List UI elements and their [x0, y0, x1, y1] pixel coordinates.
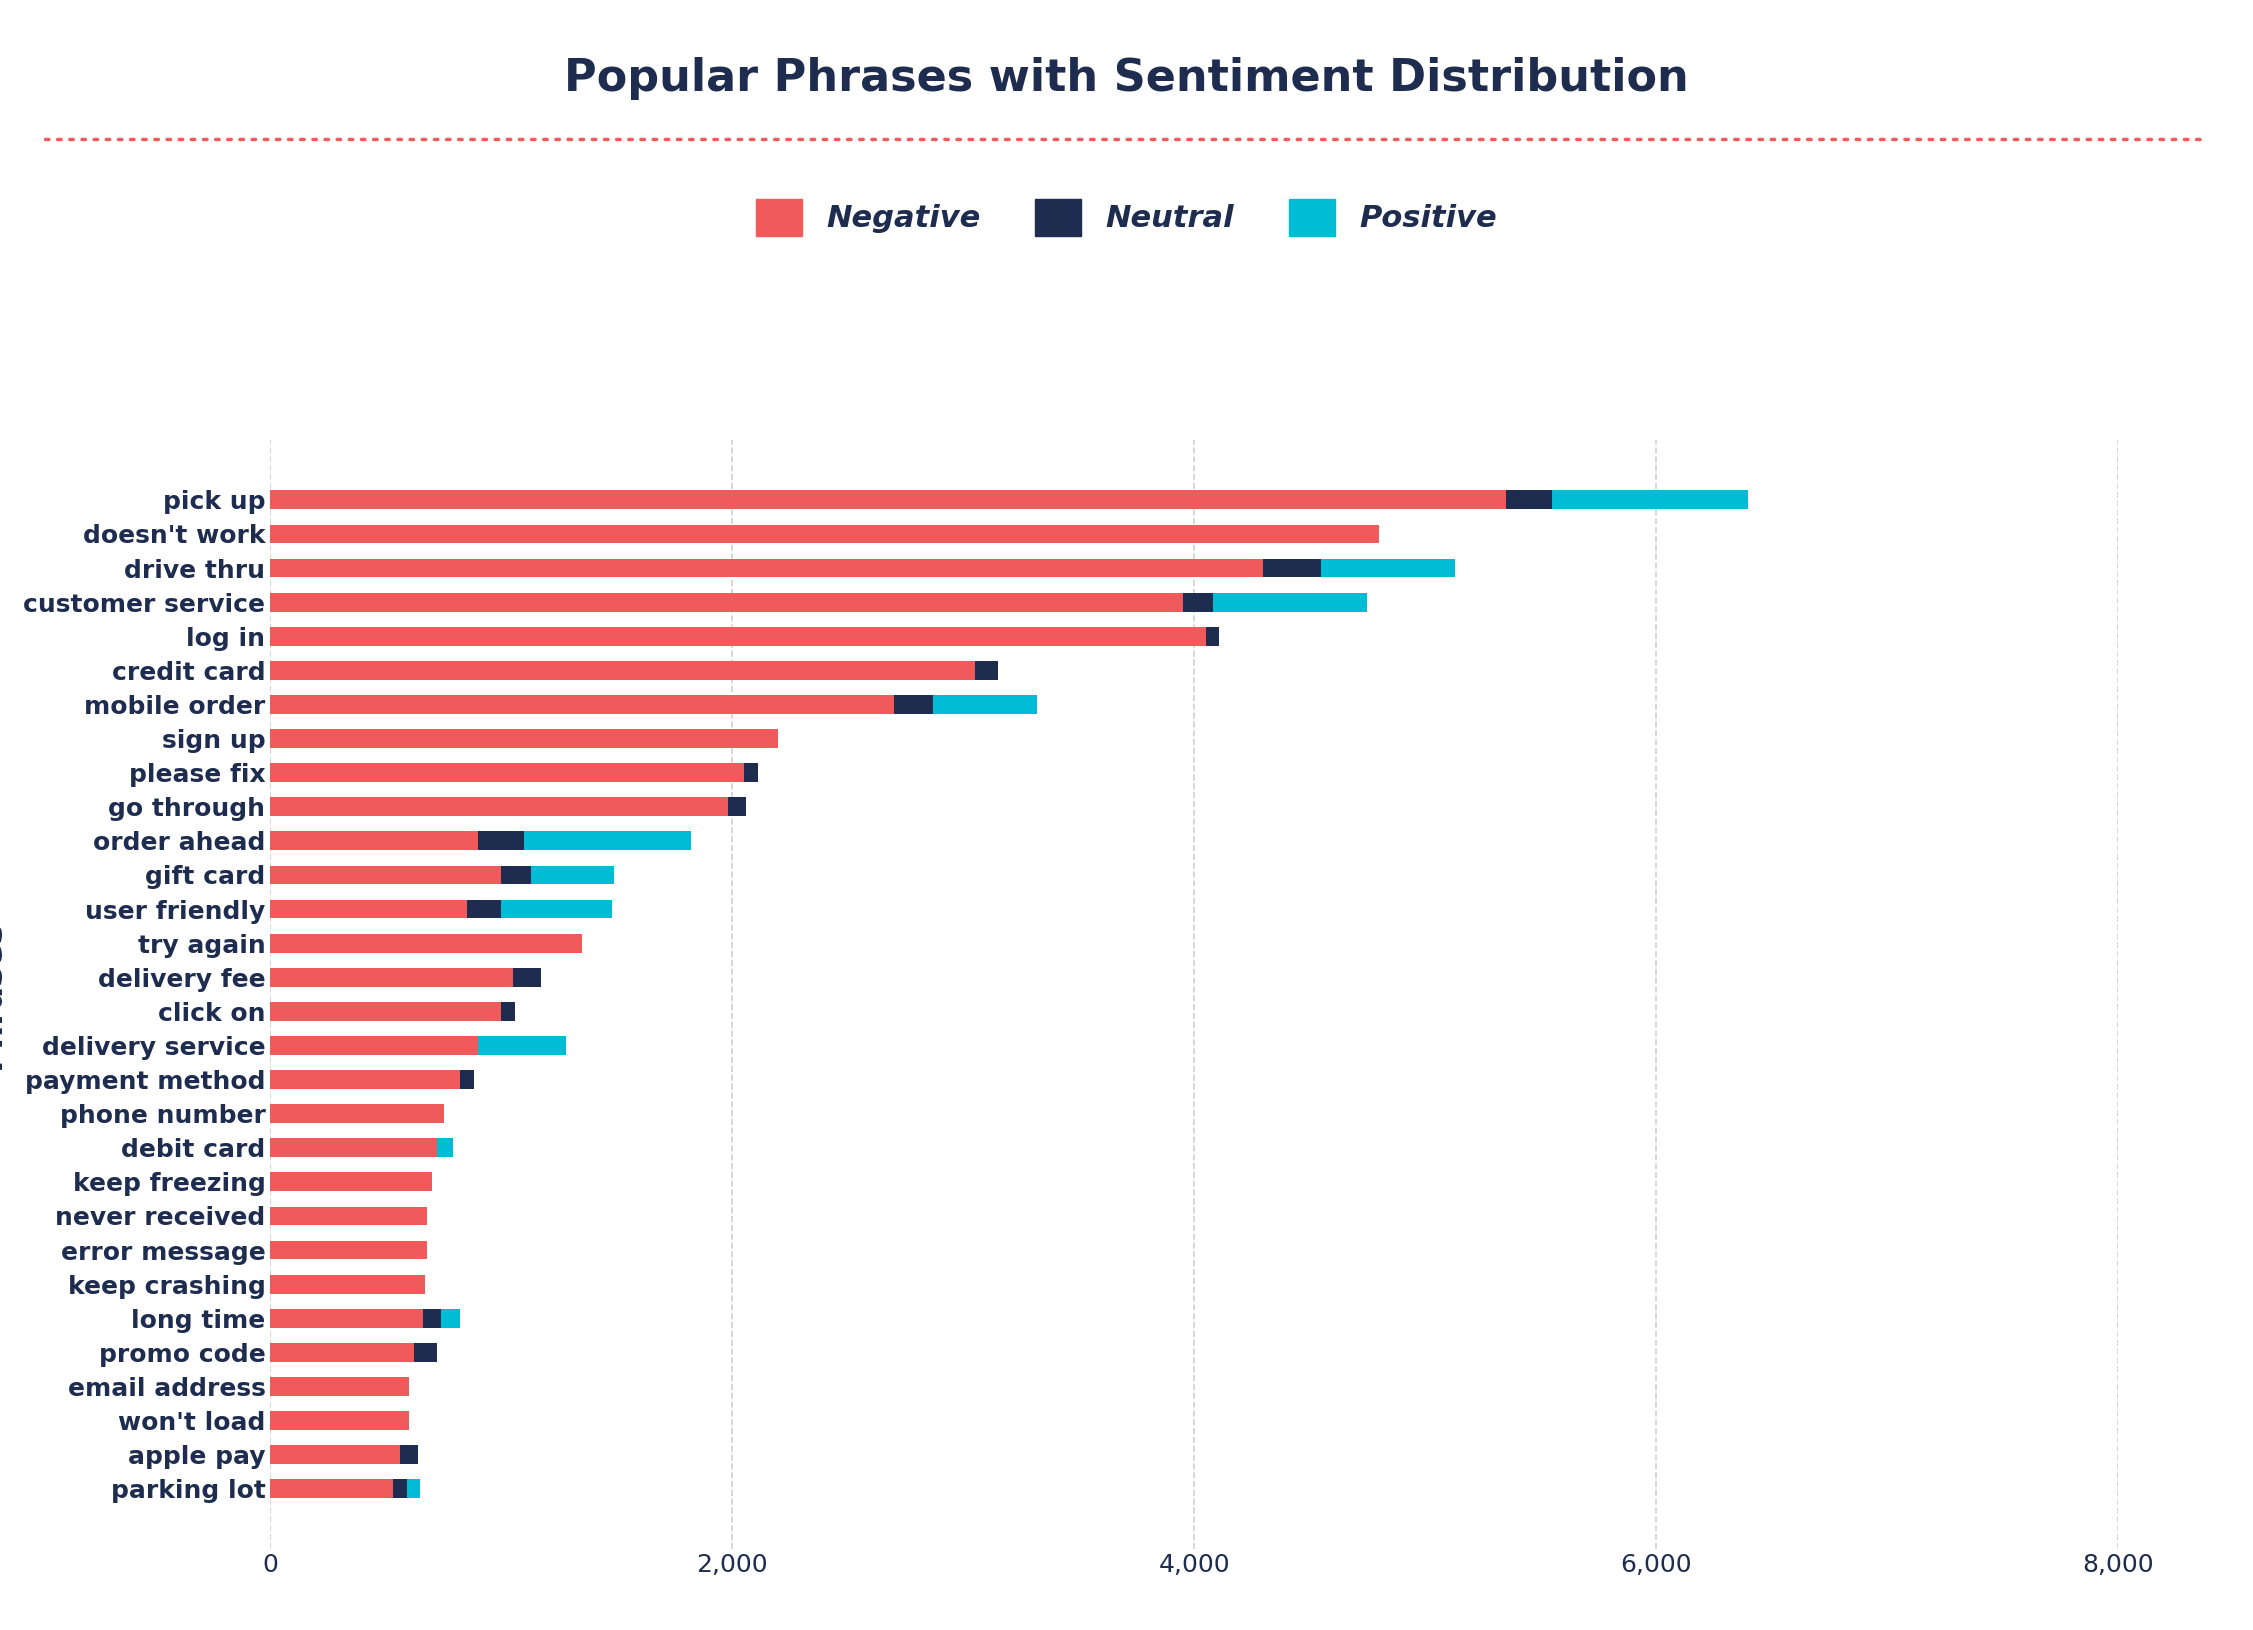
Bar: [399, 1446, 419, 1464]
Bar: [1505, 491, 1552, 509]
Bar: [270, 593, 1183, 611]
Bar: [270, 729, 780, 748]
Bar: [270, 900, 466, 918]
Bar: [270, 1002, 500, 1020]
Bar: [270, 525, 1379, 543]
Bar: [1264, 559, 1320, 577]
Bar: [270, 491, 1505, 509]
Bar: [415, 1343, 437, 1361]
Bar: [270, 1412, 410, 1430]
Bar: [270, 1037, 478, 1055]
Bar: [270, 866, 500, 885]
Y-axis label: Phrases: Phrases: [0, 919, 7, 1069]
Bar: [500, 1002, 516, 1020]
Bar: [270, 797, 728, 817]
Bar: [270, 1240, 428, 1260]
Bar: [532, 866, 615, 885]
Bar: [270, 1446, 399, 1464]
Bar: [270, 559, 1264, 577]
Bar: [1212, 593, 1368, 611]
Bar: [270, 1138, 437, 1157]
Bar: [976, 662, 998, 680]
Bar: [500, 900, 613, 918]
Bar: [514, 968, 541, 986]
Bar: [460, 1071, 473, 1089]
Bar: [437, 1138, 453, 1157]
Bar: [270, 1343, 415, 1361]
Bar: [478, 831, 525, 851]
Bar: [270, 1071, 460, 1089]
Bar: [270, 763, 743, 782]
Bar: [1183, 593, 1212, 611]
Bar: [743, 763, 757, 782]
Bar: [270, 831, 478, 851]
Bar: [442, 1309, 460, 1327]
Bar: [270, 1480, 392, 1498]
Bar: [728, 797, 746, 817]
Bar: [270, 1275, 426, 1294]
Text: Popular Phrases with Sentiment Distribution: Popular Phrases with Sentiment Distribut…: [563, 57, 1690, 99]
Bar: [270, 1206, 428, 1226]
Bar: [270, 1172, 433, 1192]
Bar: [424, 1309, 442, 1327]
Bar: [270, 662, 976, 680]
Bar: [270, 694, 894, 714]
Bar: [270, 628, 1205, 645]
Bar: [1552, 491, 1748, 509]
Bar: [270, 968, 514, 986]
Bar: [270, 934, 581, 952]
Bar: [933, 694, 1036, 714]
Bar: [406, 1480, 421, 1498]
Bar: [1205, 628, 1219, 645]
Bar: [270, 1309, 424, 1327]
Bar: [500, 866, 532, 885]
Bar: [270, 1377, 410, 1395]
Bar: [1320, 559, 1455, 577]
Bar: [525, 831, 692, 851]
Bar: [392, 1480, 406, 1498]
Bar: [478, 1037, 566, 1055]
Bar: [894, 694, 933, 714]
Bar: [270, 1104, 444, 1123]
Bar: [466, 900, 500, 918]
Legend: Negative, Neutral, Positive: Negative, Neutral, Positive: [743, 186, 1510, 248]
